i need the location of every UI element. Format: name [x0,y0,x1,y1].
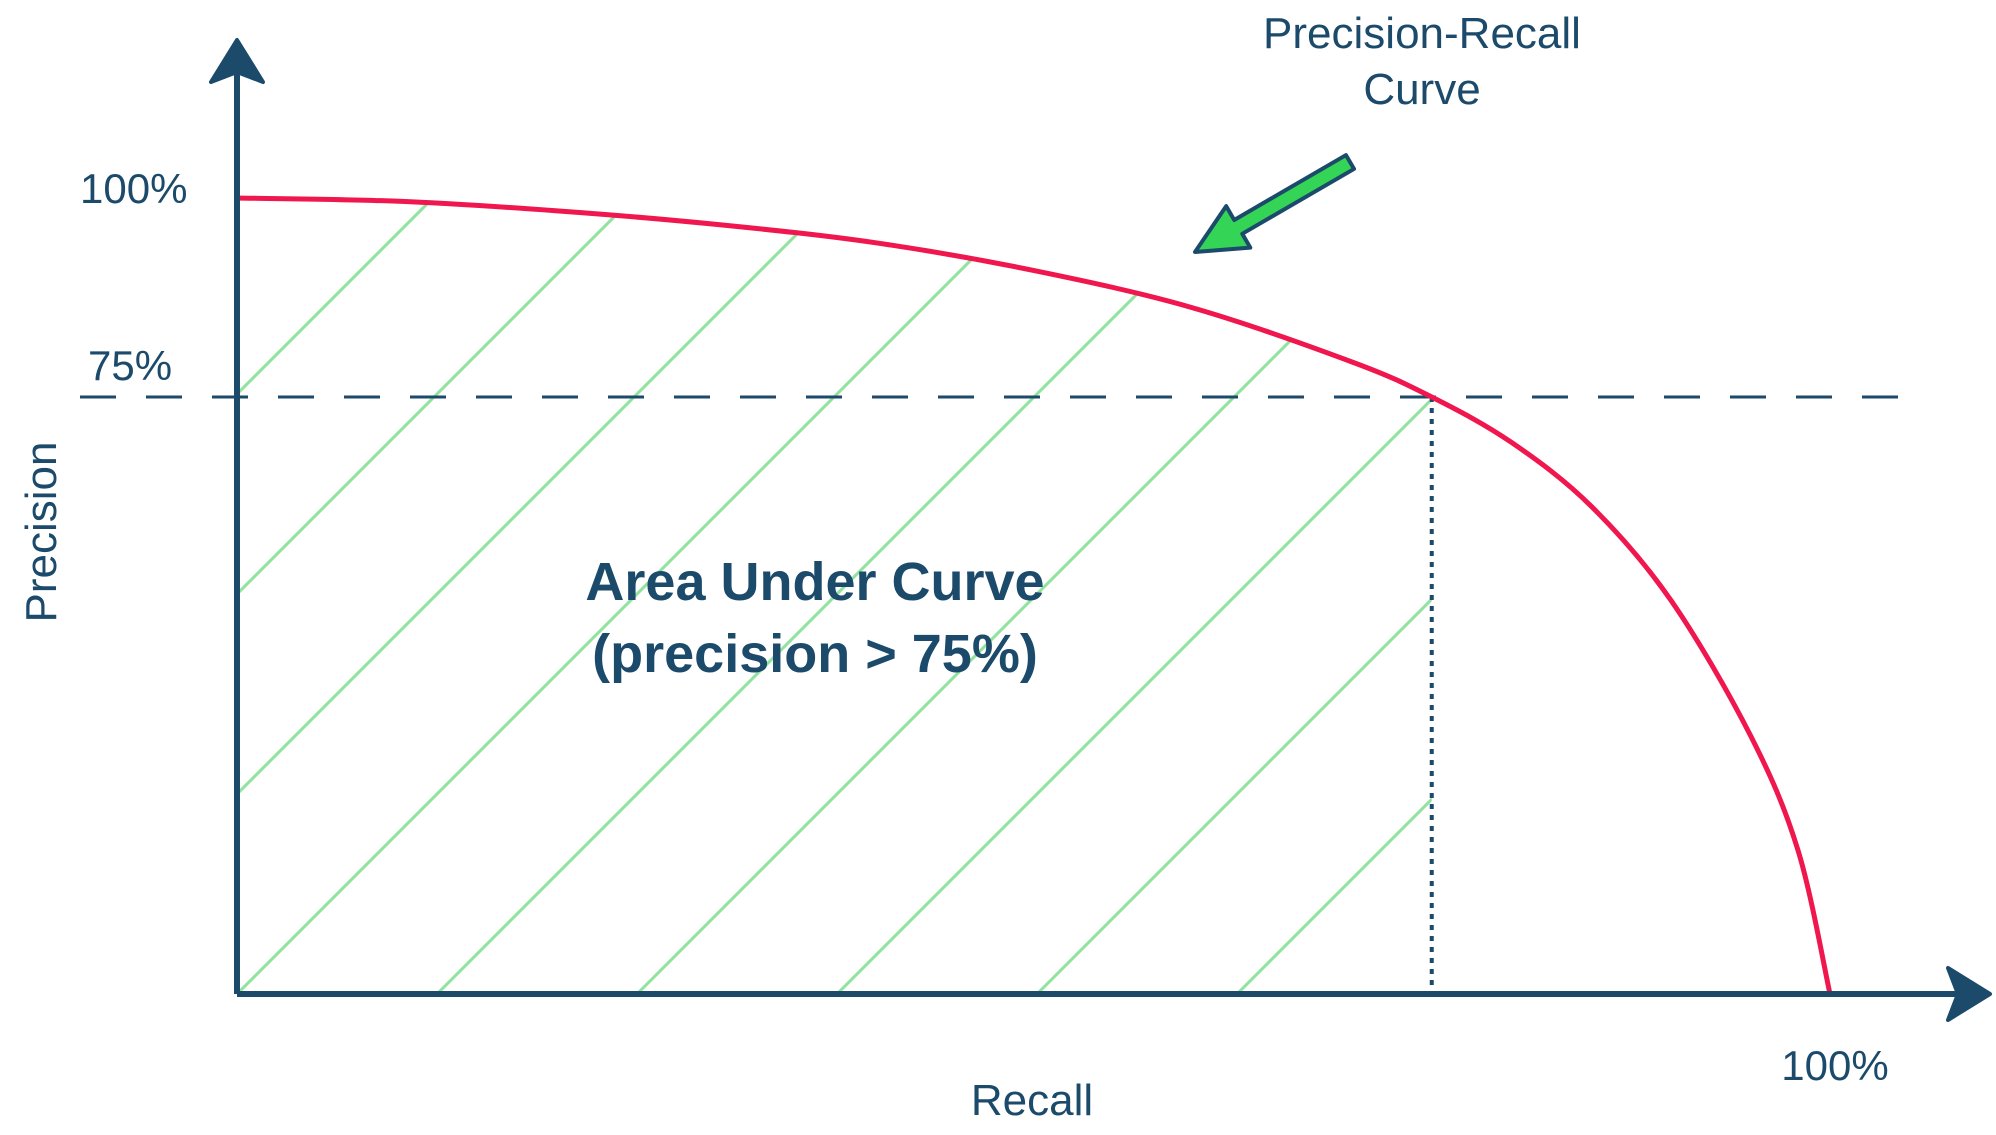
hatch-line [1035,198,1432,994]
x-axis-arrowhead [1946,966,1992,1022]
hatch-line [1637,94,1996,994]
area-under-curve-hatch [237,94,1996,994]
hatch-line [237,198,939,994]
y-tick-label-100: 100% [80,165,187,212]
hatch-line [237,198,1139,994]
y-axis-arrowhead [209,38,265,84]
hatch-line [435,198,1339,994]
x-tick-label-100: 100% [1781,1042,1888,1089]
curve-label-line-1: Precision-Recall [1263,9,1581,58]
hatch-line [1437,94,1996,994]
hatch-line [237,198,739,994]
precision-recall-curve [234,195,1833,997]
y-axis-title: Precision [17,442,66,623]
x-axis-title: Recall [971,1076,1093,1125]
area-label-line-1: Area Under Curve [585,552,1044,612]
y-tick-label-75: 75% [88,342,172,389]
area-label-line-2: (precision > 75%) [592,624,1038,684]
hatch-line [1235,198,1432,994]
curve-label-line-2: Curve [1363,65,1480,114]
hatch-line [237,198,539,994]
hatch-line [835,198,1432,994]
curve-pointer-arrow-icon [1193,153,1357,254]
